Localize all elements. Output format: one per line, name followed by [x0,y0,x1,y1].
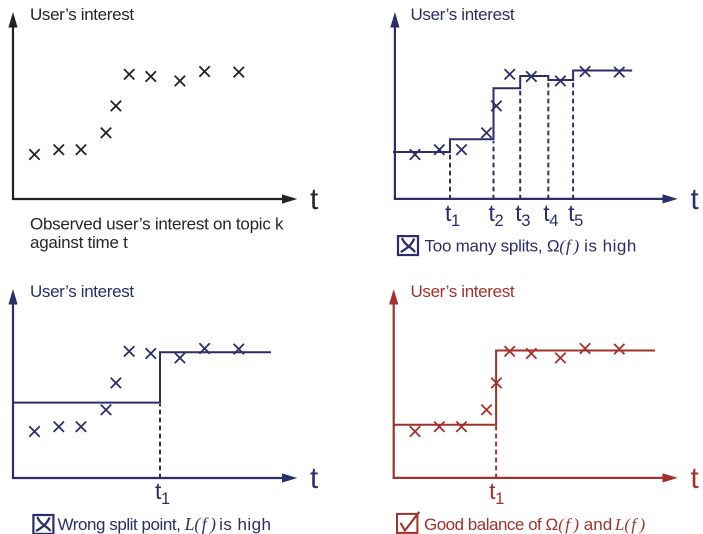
svg-text:t: t [568,200,575,226]
svg-text:t: t [515,200,522,226]
svg-text:t: t [445,200,452,226]
svg-text:t: t [155,478,162,504]
svg-text:4: 4 [549,212,558,230]
svg-text:Observed user’s interest on to: Observed user’s interest on topic k [30,215,284,234]
svg-text:Good balance of Ω( f ) and L(: Good balance of Ω( f ) and L( f ) [424,515,646,534]
svg-text:2: 2 [495,212,504,230]
svg-text:User’s interest: User’s interest [411,282,515,301]
svg-text:1: 1 [161,490,170,508]
svg-text:t: t [691,462,699,495]
svg-text:Wrong split point, L( f ) is h: Wrong split point, L( f ) is high [58,514,272,534]
svg-text:against time t: against time t [30,233,128,252]
svg-text:User’s interest: User’s interest [411,5,515,24]
svg-text:t: t [310,183,318,216]
svg-text:User’s interest: User’s interest [30,5,134,24]
svg-text:3: 3 [521,212,530,230]
svg-text:t: t [310,462,318,495]
svg-text:t: t [543,200,550,226]
svg-text:1: 1 [451,212,460,230]
svg-text:1: 1 [495,490,504,508]
svg-text:User’s interest: User’s interest [30,282,134,301]
svg-text:Too many splits, Ω( f ) is hig: Too many splits, Ω( f ) is high [425,237,637,256]
svg-text:t: t [489,200,496,226]
svg-text:5: 5 [574,212,583,230]
svg-text:t: t [489,478,496,504]
svg-text:t: t [691,183,699,216]
